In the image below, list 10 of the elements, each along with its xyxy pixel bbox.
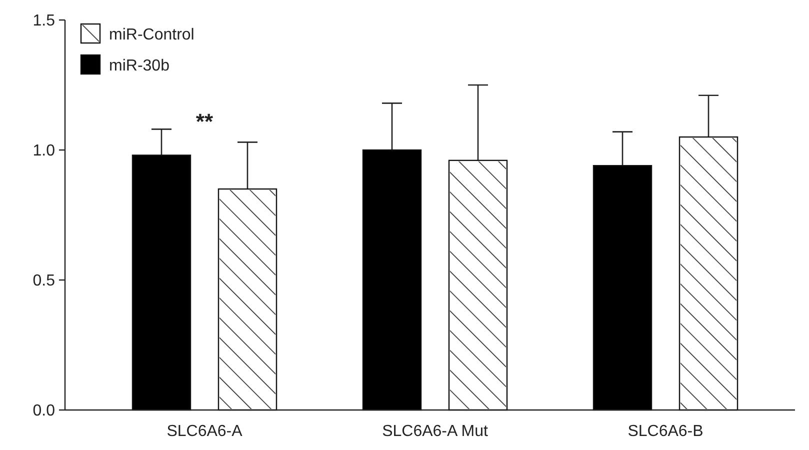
x-tick-label: SLC6A6-A Mut — [382, 423, 488, 440]
annotation: ** — [196, 109, 214, 134]
legend-label: miR-30b — [109, 58, 170, 75]
y-tick-label: 0.0 — [32, 402, 56, 420]
x-tick-label: SLC6A6-A — [166, 423, 243, 440]
y-tick-label: 0.5 — [32, 272, 56, 290]
x-tick-label: SLC6A6-B — [628, 423, 704, 440]
y-tick-label: 1.0 — [32, 142, 56, 160]
legend-label: miR-Control — [109, 26, 194, 44]
y-tick-label: 1.5 — [32, 12, 56, 30]
